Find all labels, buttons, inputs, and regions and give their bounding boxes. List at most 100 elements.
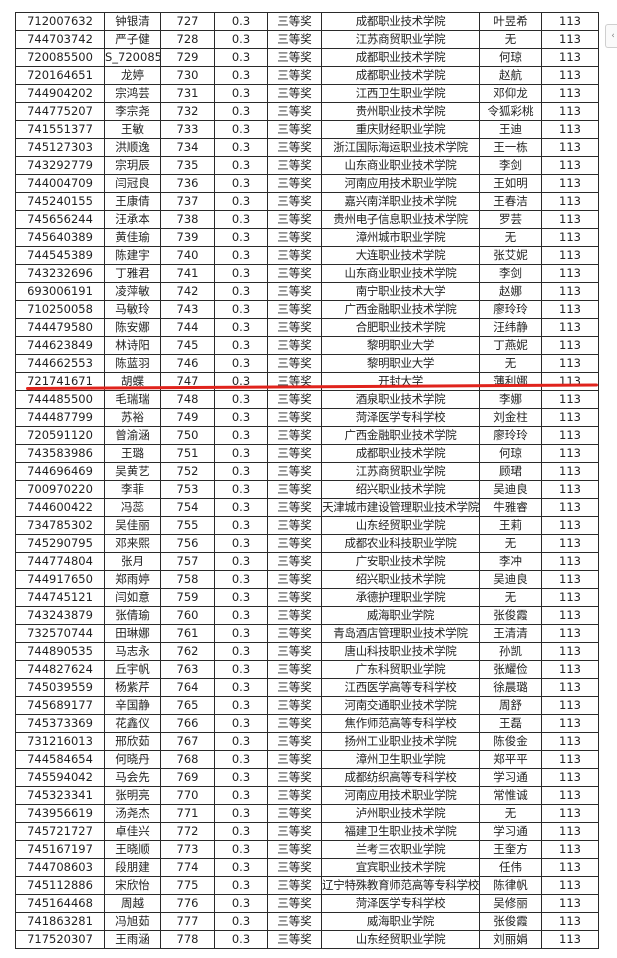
table-row: 744696469 吴黄艺 752 0.3 三等奖 江苏商贸职业学院 顾珺 113 bbox=[15, 462, 599, 481]
cell-school: 绍兴职业技术学院 bbox=[321, 480, 480, 499]
cell-school: 广西金融职业技术学院 bbox=[321, 426, 480, 445]
cell-name: 汪承本 bbox=[104, 210, 161, 229]
cell-total: 113 bbox=[541, 408, 599, 427]
cell-total: 113 bbox=[541, 930, 599, 949]
cell-id: 744890535 bbox=[15, 642, 105, 661]
cell-rank: 736 bbox=[160, 174, 215, 193]
cell-teacher: 薄利娜 bbox=[479, 372, 542, 391]
cell-award: 三等奖 bbox=[267, 336, 322, 355]
table-row: 744584654 何晓丹 768 0.3 三等奖 漳州卫生职业学院 郑平平 113 bbox=[15, 750, 599, 769]
cell-rank: 733 bbox=[160, 120, 215, 139]
cell-rank: 774 bbox=[160, 858, 215, 877]
table-row: 745164468 周越 776 0.3 三等奖 菏泽医学专科学校 吴修丽 113 bbox=[15, 894, 599, 913]
cell-award: 三等奖 bbox=[267, 678, 322, 697]
cell-score: 0.3 bbox=[214, 246, 268, 265]
cell-teacher: 陈俊金 bbox=[479, 732, 542, 751]
table-row: 745167197 王晓顺 773 0.3 三等奖 兰考三农职业学院 王奎方 113 bbox=[15, 840, 599, 859]
cell-award: 三等奖 bbox=[267, 858, 322, 877]
cell-id: 731216013 bbox=[15, 732, 105, 751]
cell-id: 744708603 bbox=[15, 858, 105, 877]
cell-teacher: 无 bbox=[479, 804, 542, 823]
cell-score: 0.3 bbox=[214, 498, 268, 517]
cell-award: 三等奖 bbox=[267, 354, 322, 373]
cell-teacher: 郑平平 bbox=[479, 750, 542, 769]
cell-total: 113 bbox=[541, 912, 599, 931]
cell-score: 0.3 bbox=[214, 912, 268, 931]
cell-id: 743232696 bbox=[15, 264, 105, 283]
cell-total: 113 bbox=[541, 246, 599, 265]
cell-school: 菏泽医学专科学校 bbox=[321, 408, 480, 427]
cell-school: 威海职业学院 bbox=[321, 606, 480, 625]
cell-score: 0.3 bbox=[214, 714, 268, 733]
cell-id: 744485500 bbox=[15, 390, 105, 409]
cell-school: 黎明职业大学 bbox=[321, 336, 480, 355]
cell-score: 0.3 bbox=[214, 282, 268, 301]
cell-id: 743956619 bbox=[15, 804, 105, 823]
cell-school: 菏泽医学专科学校 bbox=[321, 894, 480, 913]
cell-teacher: 王奎方 bbox=[479, 840, 542, 859]
cell-score: 0.3 bbox=[214, 894, 268, 913]
cell-name: 陈建宇 bbox=[104, 246, 161, 265]
cell-score: 0.3 bbox=[214, 588, 268, 607]
cell-id: 734785302 bbox=[15, 516, 105, 535]
cell-name: 张月 bbox=[104, 552, 161, 571]
table-row: 744827624 丘宇帆 763 0.3 三等奖 广东科贸职业学院 张耀俭 113 bbox=[15, 660, 599, 679]
cell-score: 0.3 bbox=[214, 12, 268, 31]
cell-rank: 739 bbox=[160, 228, 215, 247]
cell-total: 113 bbox=[541, 624, 599, 643]
cell-school: 成都职业技术学院 bbox=[321, 444, 480, 463]
collapse-panel-icon[interactable]: ‹ bbox=[605, 24, 617, 48]
cell-school: 泸州职业技术学院 bbox=[321, 804, 480, 823]
cell-name: 王晓顺 bbox=[104, 840, 161, 859]
cell-total: 113 bbox=[541, 228, 599, 247]
cell-award: 三等奖 bbox=[267, 660, 322, 679]
cell-id: 745039559 bbox=[15, 678, 105, 697]
cell-total: 113 bbox=[541, 30, 599, 49]
cell-id: 745594042 bbox=[15, 768, 105, 787]
cell-id: 744662553 bbox=[15, 354, 105, 373]
cell-school: 漳州城市职业学院 bbox=[321, 228, 480, 247]
cell-rank: 758 bbox=[160, 570, 215, 589]
cell-id: 720591120 bbox=[15, 426, 105, 445]
table-row: 745594042 马会先 769 0.3 三等奖 成都纺织高等专科学校 学习通 113 bbox=[15, 768, 599, 787]
cell-score: 0.3 bbox=[214, 768, 268, 787]
cell-rank: 735 bbox=[160, 156, 215, 175]
cell-rank: 734 bbox=[160, 138, 215, 157]
cell-teacher: 丁燕妮 bbox=[479, 336, 542, 355]
cell-teacher: 无 bbox=[479, 534, 542, 553]
cell-rank: 749 bbox=[160, 408, 215, 427]
cell-id: 732570744 bbox=[15, 624, 105, 643]
cell-score: 0.3 bbox=[214, 354, 268, 373]
cell-name: 宗鸿芸 bbox=[104, 84, 161, 103]
cell-award: 三等奖 bbox=[267, 426, 322, 445]
cell-name: 钟银清 bbox=[104, 12, 161, 31]
cell-id: 741551377 bbox=[15, 120, 105, 139]
cell-score: 0.3 bbox=[214, 264, 268, 283]
cell-rank: 743 bbox=[160, 300, 215, 319]
cell-name: 王雨涵 bbox=[104, 930, 161, 949]
cell-school: 河南应用技术职业学院 bbox=[321, 786, 480, 805]
cell-id: 744623849 bbox=[15, 336, 105, 355]
cell-rank: 730 bbox=[160, 66, 215, 85]
table-row: 744745121 闫如意 759 0.3 三等奖 承德护理职业学院无 113 bbox=[15, 588, 599, 607]
cell-total: 113 bbox=[541, 354, 599, 373]
table-row: 717520307 王雨涵 778 0.3 三等奖 山东经贸职业学院 刘丽娟 113 bbox=[15, 930, 599, 949]
cell-rank: 754 bbox=[160, 498, 215, 517]
cell-rank: 777 bbox=[160, 912, 215, 931]
table-row: 744479580 陈安娜 744 0.3 三等奖 合肥职业技术学院 汪纬静 113 bbox=[15, 318, 599, 337]
cell-award: 三等奖 bbox=[267, 444, 322, 463]
cell-school: 南宁职业技术大学 bbox=[321, 282, 480, 301]
cell-name: 陈蓝羽 bbox=[104, 354, 161, 373]
cell-score: 0.3 bbox=[214, 660, 268, 679]
cell-teacher: 张艾妮 bbox=[479, 246, 542, 265]
cell-name: 黄佳瑜 bbox=[104, 228, 161, 247]
cell-score: 0.3 bbox=[214, 156, 268, 175]
cell-name: 李菲 bbox=[104, 480, 161, 499]
cell-school: 广东科贸职业学院 bbox=[321, 660, 480, 679]
cell-rank: 731 bbox=[160, 84, 215, 103]
cell-award: 三等奖 bbox=[267, 390, 322, 409]
table-body: 712007632 钟银清 727 0.3 三等奖 成都职业技术学院 叶昱希 113 74470… bbox=[15, 12, 599, 949]
cell-id: 745323341 bbox=[15, 786, 105, 805]
cell-id: 745689177 bbox=[15, 696, 105, 715]
cell-award: 三等奖 bbox=[267, 552, 322, 571]
